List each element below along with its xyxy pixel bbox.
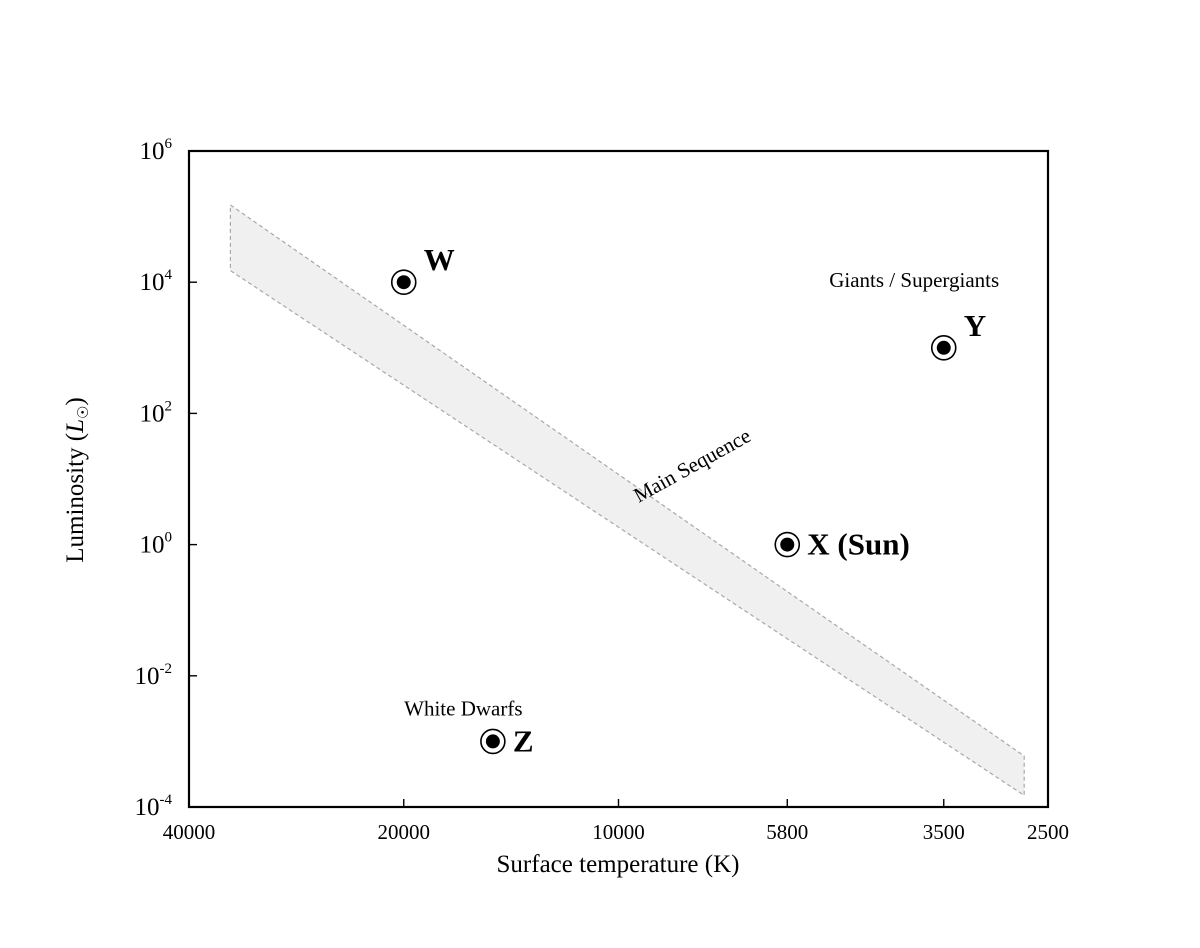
y-tick-exponent: 4 bbox=[165, 267, 173, 283]
star-label: W bbox=[424, 242, 455, 277]
x-tick-label: 20000 bbox=[378, 820, 431, 844]
main-sequence-band bbox=[229, 203, 1025, 797]
main-sequence-label: Main Sequence bbox=[629, 423, 754, 507]
giants-label: Giants / Supergiants bbox=[829, 268, 999, 292]
y-axis-label-suffix: ) bbox=[62, 397, 89, 405]
star-marker-dot bbox=[485, 734, 500, 749]
x-axis-ticks: 40000 20000 10000 5800 3500 2500 bbox=[163, 799, 1069, 844]
y-axis-label-prefix: Luminosity ( bbox=[62, 433, 89, 563]
star-marker-dot bbox=[780, 537, 795, 552]
star-point: X (Sun) bbox=[774, 527, 910, 562]
y-tick-label: 102 bbox=[140, 398, 173, 427]
star-marker-dot bbox=[936, 340, 951, 355]
y-tick-exponent: -2 bbox=[160, 661, 173, 677]
y-tick-exponent: 6 bbox=[165, 136, 173, 152]
x-axis-label: Surface temperature (K) bbox=[497, 851, 740, 878]
star-point: W bbox=[390, 242, 455, 296]
x-tick-label: 3500 bbox=[923, 820, 965, 844]
y-tick-label: 106 bbox=[140, 136, 173, 165]
y-tick-exponent: 2 bbox=[165, 398, 173, 414]
y-axis-label-symbol: L bbox=[62, 419, 89, 434]
star-label: X (Sun) bbox=[807, 527, 910, 562]
x-tick-label: 10000 bbox=[592, 820, 645, 844]
y-tick-exponent: -4 bbox=[160, 792, 173, 808]
y-tick-label: 10-4 bbox=[135, 792, 173, 821]
y-tick-base: 10 bbox=[135, 663, 160, 690]
y-tick-base: 10 bbox=[140, 138, 165, 165]
y-tick-base: 10 bbox=[135, 794, 160, 821]
star-label: Z bbox=[513, 723, 534, 758]
sun-symbol-icon: ☉ bbox=[76, 406, 92, 419]
star-marker-dot bbox=[396, 275, 411, 290]
x-tick-label: 40000 bbox=[163, 820, 216, 844]
x-tick-label: 5800 bbox=[766, 820, 808, 844]
y-tick-base: 10 bbox=[140, 269, 165, 296]
y-tick-base: 10 bbox=[140, 400, 165, 427]
white-dwarfs-label: White Dwarfs bbox=[404, 696, 522, 720]
x-tick-label: 2500 bbox=[1027, 820, 1069, 844]
star-label: Y bbox=[964, 308, 986, 343]
star-point: Y bbox=[930, 308, 986, 361]
star-points: W Y X (Sun) Z bbox=[390, 242, 986, 758]
y-tick-label: 100 bbox=[140, 530, 173, 559]
star-point: Z bbox=[480, 723, 534, 758]
y-tick-base: 10 bbox=[140, 532, 165, 559]
y-tick-label: 104 bbox=[140, 267, 173, 296]
y-axis-label: Luminosity (L☉) bbox=[62, 397, 92, 563]
y-tick-exponent: 0 bbox=[165, 530, 173, 546]
y-tick-label: 10-2 bbox=[135, 661, 173, 690]
annotations: Main Sequence Giants / Supergiants White D… bbox=[404, 268, 999, 720]
